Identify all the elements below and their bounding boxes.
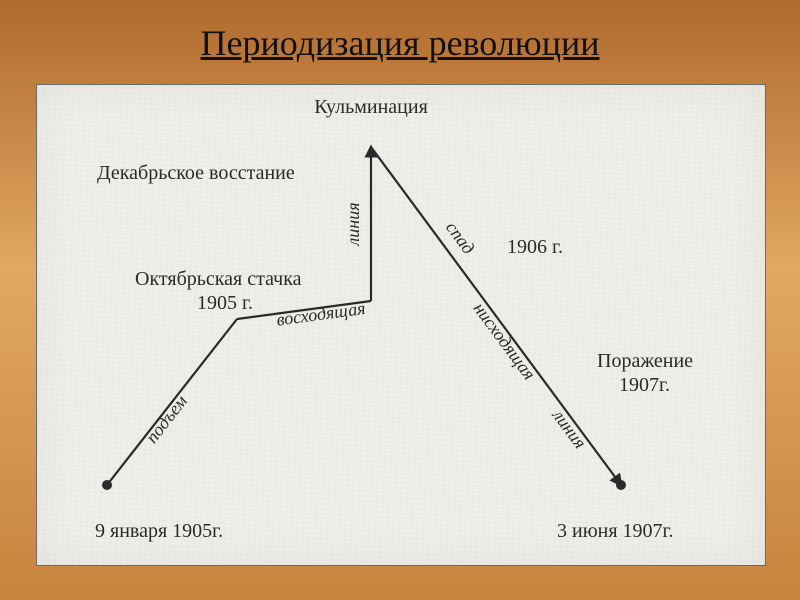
label-dec: Декабрьское восстание: [97, 162, 295, 184]
label-oct2: 1905 г.: [197, 292, 253, 314]
along-label: восходящая: [275, 298, 366, 330]
label-date2: 3 июня 1907г.: [557, 520, 674, 542]
diagram-frame: подъемвосходящаялинияспаднисходящаялиния…: [36, 84, 766, 566]
along-label: нисходящая: [470, 299, 540, 384]
label-oct1: Октябрьская стачка: [135, 268, 302, 290]
diagram-svg: подъемвосходящаялинияспаднисходящаялиния…: [37, 85, 765, 565]
node-end: [616, 480, 626, 490]
along-label: линия: [548, 405, 590, 452]
along-label: линия: [343, 202, 363, 246]
slide-title: Периодизация революции: [0, 22, 800, 64]
label-por2: 1907г.: [619, 374, 670, 396]
slide-root: Периодизация революции подъем восходящая л…: [0, 0, 800, 600]
label-y1906: 1906 г.: [507, 236, 563, 258]
along-label: подъем: [141, 391, 191, 447]
label-por1: Поражение: [597, 350, 693, 372]
node-start: [102, 480, 112, 490]
label-date1: 9 января 1905г.: [95, 520, 223, 542]
label-kulm: Кульминация: [314, 96, 428, 118]
